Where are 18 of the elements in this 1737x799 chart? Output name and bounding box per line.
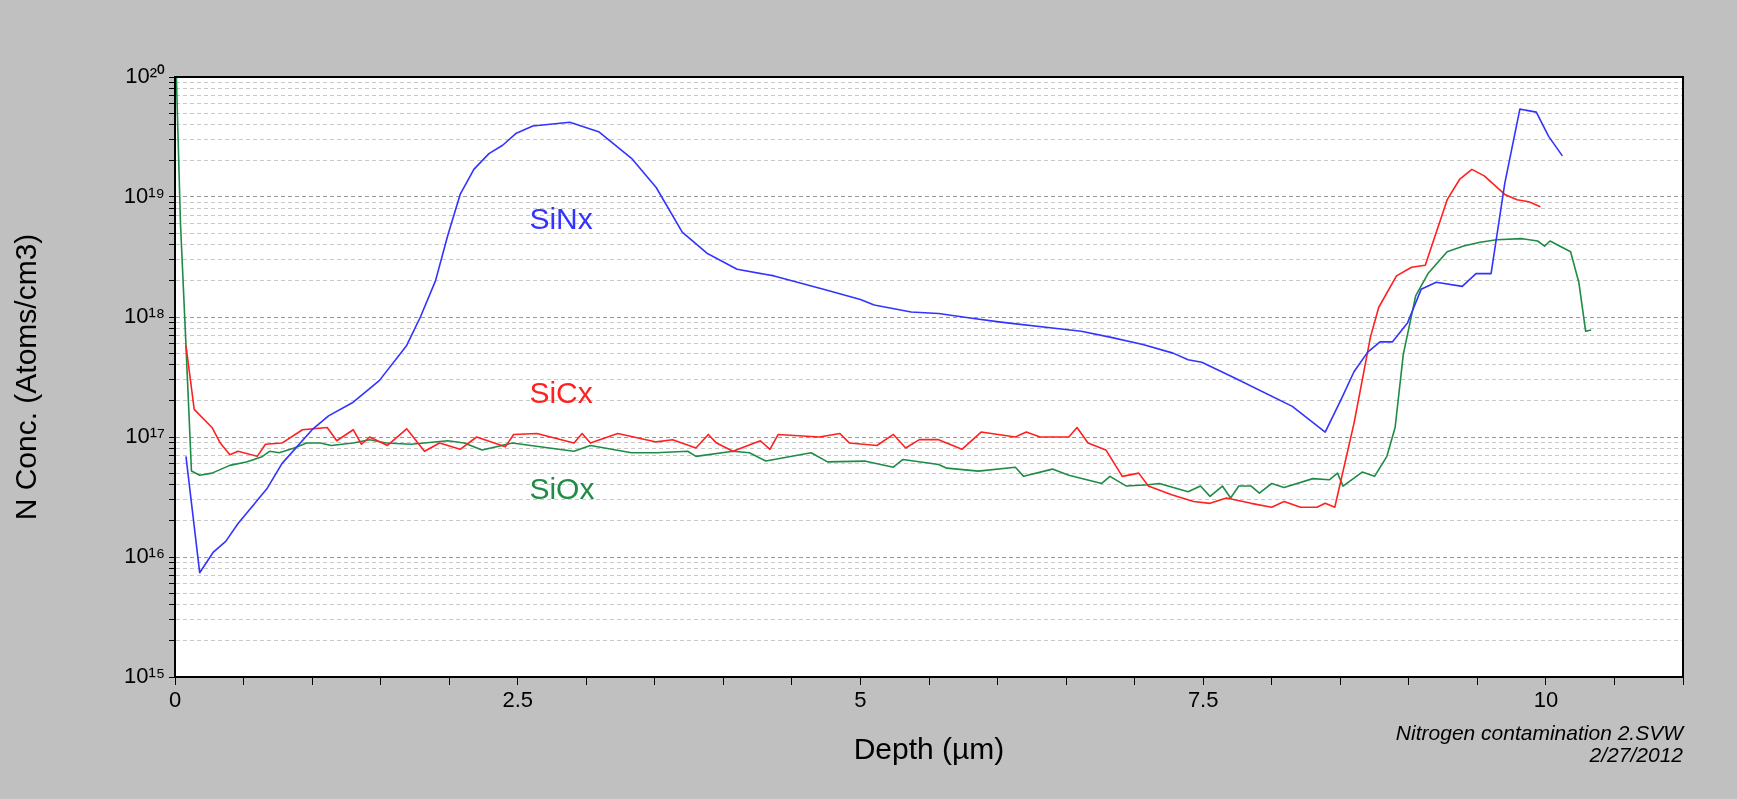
y-tick-label: 10¹⁶ — [124, 543, 165, 569]
y-axis-title: N Conc. (Atoms/cm3) — [9, 233, 43, 521]
y-tick-label: 10¹⁹ — [123, 183, 165, 209]
text: 2/27/2012 — [1589, 743, 1683, 766]
text: Nitrogen contamination 2.SVW — [1395, 721, 1683, 744]
series-label: SiCx — [529, 376, 593, 410]
y-tick-label: 10¹⁷ — [125, 423, 166, 449]
series-label: SiOx — [529, 472, 595, 506]
x-tick-label: 5 — [854, 687, 867, 713]
series-label: SiNx — [529, 202, 593, 236]
y-tick-label: 10²⁰ — [125, 63, 165, 89]
x-axis-title: Depth (µm) — [853, 732, 1005, 766]
x-tick-label: 0 — [168, 687, 182, 713]
y-tick-label: 10¹⁵ — [124, 663, 165, 689]
x-tick-label: 2.5 — [502, 687, 534, 713]
x-tick-label: 10 — [1533, 687, 1559, 713]
y-tick-label: 10¹⁸ — [123, 303, 165, 329]
x-tick-label: 7.5 — [1187, 687, 1219, 713]
